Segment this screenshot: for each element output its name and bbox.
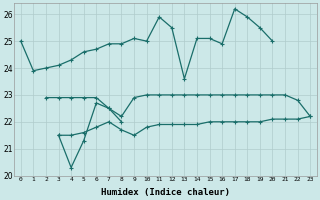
X-axis label: Humidex (Indice chaleur): Humidex (Indice chaleur): [101, 188, 230, 197]
